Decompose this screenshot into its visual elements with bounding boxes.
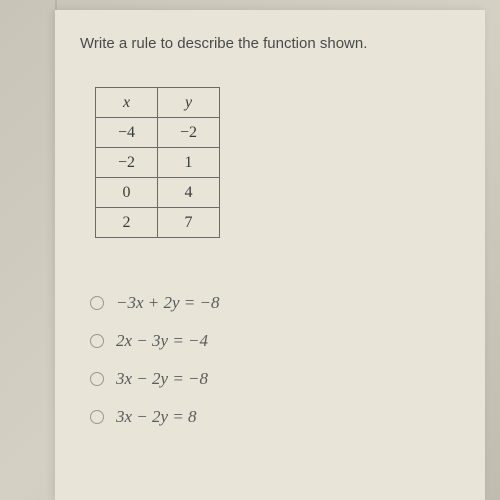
table-row: 2 7 — [96, 208, 220, 238]
table-header-y: y — [158, 88, 220, 118]
radio-icon[interactable] — [90, 334, 104, 348]
function-table: x y −4 −2 −2 1 0 4 2 7 — [95, 87, 220, 238]
option-formula: 3x − 2y = −8 — [116, 369, 208, 389]
radio-icon[interactable] — [90, 372, 104, 386]
table-header-x: x — [96, 88, 158, 118]
cell-x: −4 — [96, 118, 158, 148]
cell-x: −2 — [96, 148, 158, 178]
cell-y: 1 — [158, 148, 220, 178]
radio-icon[interactable] — [90, 410, 104, 424]
table-row: −2 1 — [96, 148, 220, 178]
option-row[interactable]: 3x − 2y = 8 — [90, 407, 465, 427]
worksheet-paper: Write a rule to describe the function sh… — [55, 10, 485, 500]
option-row[interactable]: −3x + 2y = −8 — [90, 293, 465, 313]
table-row: 0 4 — [96, 178, 220, 208]
cell-x: 0 — [96, 178, 158, 208]
answer-options: −3x + 2y = −8 2x − 3y = −4 3x − 2y = −8 … — [90, 293, 465, 427]
question-text: Write a rule to describe the function sh… — [80, 35, 465, 52]
option-row[interactable]: 3x − 2y = −8 — [90, 369, 465, 389]
cell-x: 2 — [96, 208, 158, 238]
radio-icon[interactable] — [90, 296, 104, 310]
option-formula: 2x − 3y = −4 — [116, 331, 208, 351]
table-row: −4 −2 — [96, 118, 220, 148]
cell-y: 4 — [158, 178, 220, 208]
option-formula: 3x − 2y = 8 — [116, 407, 197, 427]
option-row[interactable]: 2x − 3y = −4 — [90, 331, 465, 351]
option-formula: −3x + 2y = −8 — [116, 293, 219, 313]
cell-y: 7 — [158, 208, 220, 238]
cell-y: −2 — [158, 118, 220, 148]
